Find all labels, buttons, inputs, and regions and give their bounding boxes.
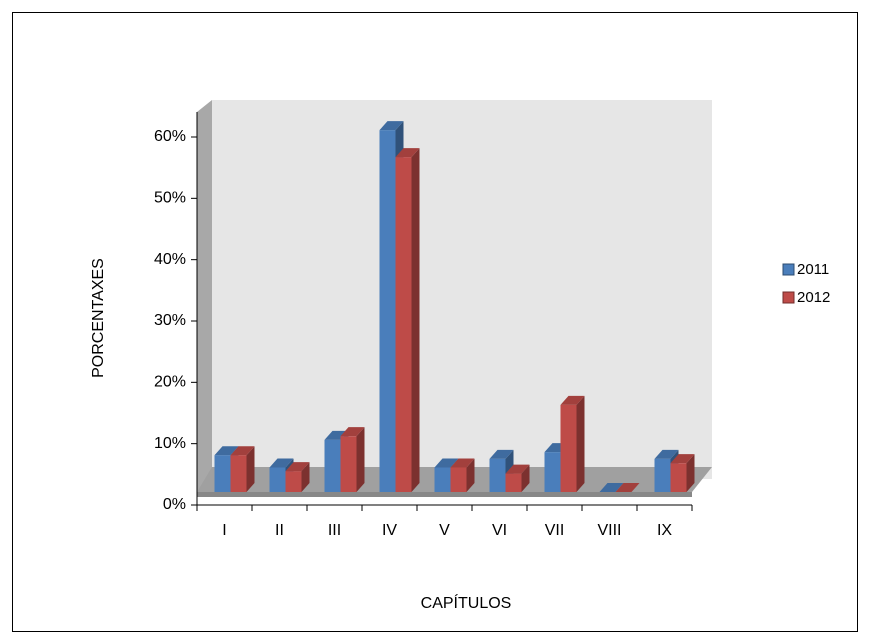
bar-side (576, 395, 585, 492)
y-tick-label: 20% (154, 374, 186, 391)
x-tick-label: VII (545, 522, 565, 539)
bar (450, 467, 467, 492)
bar (560, 404, 577, 492)
x-tick-label: III (328, 522, 341, 539)
y-tick-label: 30% (154, 312, 186, 329)
bar (544, 452, 561, 492)
bar-top (285, 462, 310, 472)
bar-side (246, 446, 255, 492)
bar (434, 467, 451, 492)
bar-top (654, 449, 679, 459)
x-tick-label: V (439, 522, 450, 539)
bar (285, 471, 302, 492)
x-tick-label: I (222, 522, 226, 539)
bar-side (466, 458, 475, 492)
x-tick-label: VI (492, 522, 507, 539)
bar (395, 157, 412, 492)
bar-top (489, 449, 514, 459)
legend-swatch (782, 263, 795, 276)
bar (230, 455, 247, 492)
y-tick-label: 60% (154, 128, 186, 145)
legend-label: 2011 (797, 261, 829, 278)
bar-top (379, 121, 404, 131)
bar-top (269, 458, 294, 468)
bar (379, 130, 396, 492)
back-wall (212, 100, 712, 479)
bar-top (340, 427, 365, 437)
bar-top (230, 446, 255, 456)
x-tick-label: IX (657, 522, 672, 539)
legend-label: 2012 (797, 289, 830, 306)
bar-side (521, 464, 530, 492)
y-tick-label: 0% (163, 496, 186, 513)
y-tick-label: 40% (154, 251, 186, 268)
bar-top (395, 148, 420, 158)
bar (505, 473, 522, 492)
x-tick-label: VIII (597, 522, 621, 539)
bar-side (411, 148, 420, 492)
bar (324, 439, 341, 492)
bar (489, 458, 506, 492)
legend-swatch (782, 291, 795, 304)
x-axis-title: CAPÍTULOS (421, 593, 512, 612)
bar-top (505, 464, 530, 474)
bar (214, 455, 231, 492)
bar-side (686, 454, 695, 492)
x-tick-label: IV (382, 522, 397, 539)
bar (654, 458, 671, 492)
bar-top (615, 483, 640, 492)
bar (269, 467, 286, 492)
bar-side (301, 462, 310, 492)
bar-top (560, 395, 585, 405)
bar-top (450, 458, 475, 468)
bar-top (670, 454, 695, 464)
bar (340, 436, 357, 492)
side-wall (197, 100, 212, 492)
x-tick-label: II (275, 522, 284, 539)
y-axis-title: PORCENTAXES (90, 258, 107, 378)
bar (670, 463, 687, 492)
floor-edge (197, 492, 692, 497)
y-tick-label: 10% (154, 435, 186, 452)
bar-side (356, 427, 365, 492)
y-tick-label: 50% (154, 190, 186, 207)
